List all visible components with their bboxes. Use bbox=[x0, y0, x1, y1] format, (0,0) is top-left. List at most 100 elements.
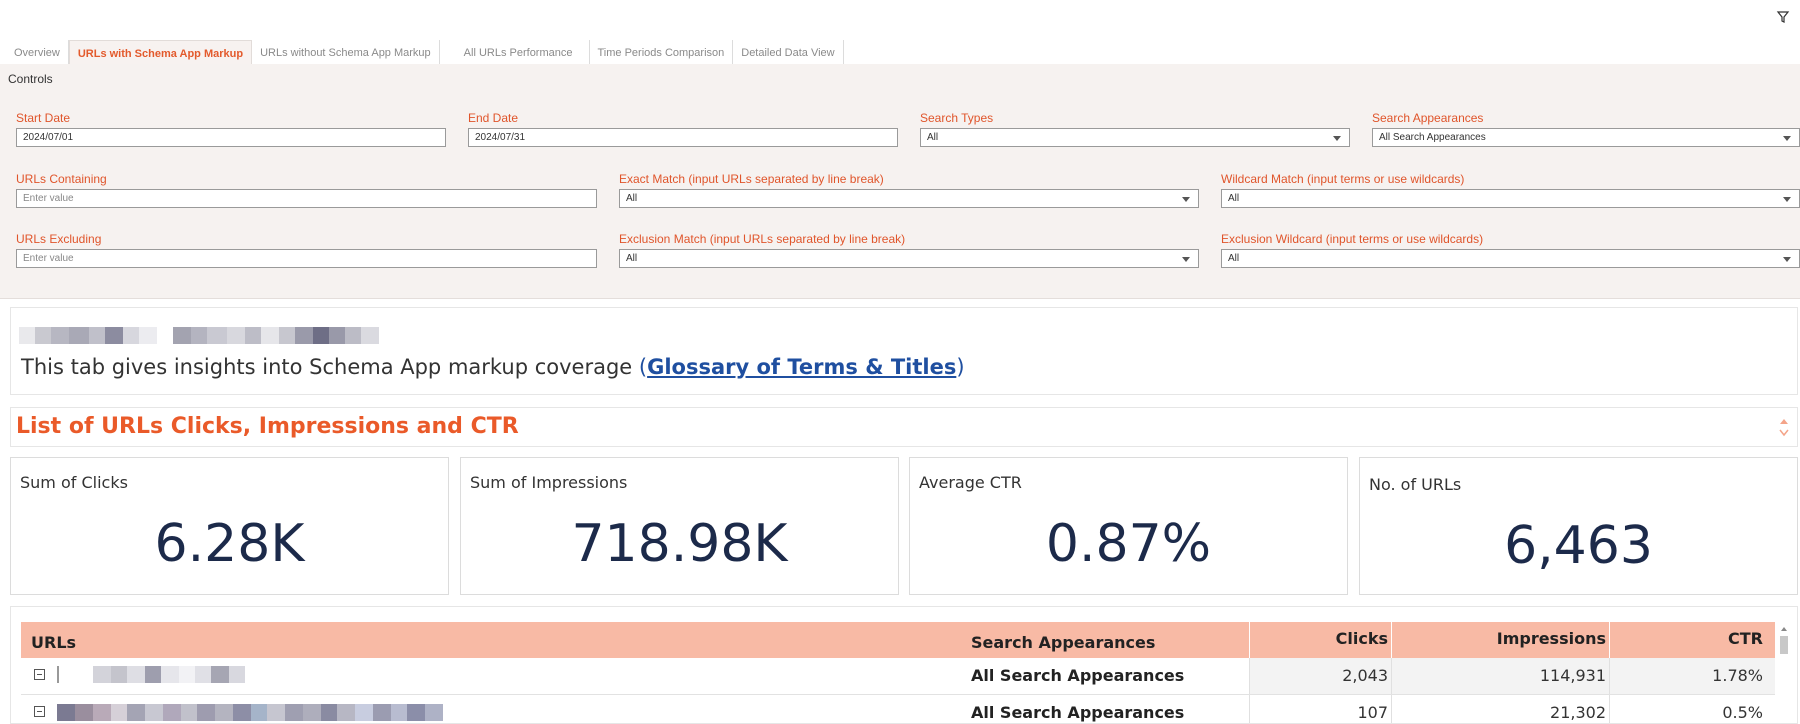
column-header-ctr[interactable]: CTR bbox=[1728, 629, 1763, 648]
exclusion-match-control: Exclusion Match (input URLs separated by… bbox=[619, 232, 1199, 268]
divider bbox=[1391, 695, 1392, 723]
end-date-input[interactable]: 2024/07/31 bbox=[468, 128, 898, 147]
table-row[interactable]: All Search Appearances 2,043 114,931 1.7… bbox=[21, 658, 1775, 695]
info-panel: This tab gives insights into Schema App … bbox=[10, 307, 1798, 395]
exclusion-wildcard-label: Exclusion Wildcard (input terms or use w… bbox=[1221, 232, 1484, 246]
search-types-select[interactable]: All bbox=[920, 128, 1350, 147]
chevron-down-icon bbox=[1783, 197, 1791, 202]
controls-panel: Controls Start Date 2024/07/01 End Date … bbox=[0, 64, 1800, 299]
kpi-label: Sum of Impressions bbox=[470, 473, 628, 492]
kpi-label: Sum of Clicks bbox=[20, 473, 128, 492]
controls-title: Controls bbox=[8, 72, 53, 86]
column-header-search-appearances[interactable]: Search Appearances bbox=[971, 633, 1156, 652]
search-appearances-select[interactable]: All Search Appearances bbox=[1372, 128, 1800, 147]
end-date-label: End Date bbox=[468, 111, 519, 125]
urls-excluding-control: URLs Excluding Enter value bbox=[16, 232, 597, 268]
search-appearances-value: All Search Appearances bbox=[1379, 132, 1486, 143]
open-paren: ( bbox=[638, 355, 648, 379]
exact-match-select[interactable]: All bbox=[619, 189, 1199, 208]
info-text: This tab gives insights into Schema App … bbox=[21, 355, 965, 379]
start-date-label: Start Date bbox=[16, 111, 71, 125]
search-types-control: Search Types All bbox=[920, 111, 1350, 147]
column-header-clicks[interactable]: Clicks bbox=[1335, 629, 1388, 648]
exact-match-value: All bbox=[626, 193, 638, 204]
ctr-cell: 0.5% bbox=[1722, 703, 1763, 722]
tab-time-periods-comparison[interactable]: Time Periods Comparison bbox=[590, 40, 734, 64]
search-appearances-control: Search Appearances All Search Appearance… bbox=[1372, 111, 1800, 147]
wildcard-match-control: Wildcard Match (input terms or use wildc… bbox=[1221, 172, 1800, 208]
exclusion-match-value: All bbox=[626, 253, 638, 264]
chevron-down-icon bbox=[1182, 197, 1190, 202]
kpi-card-impressions: Sum of Impressions 718.98K bbox=[460, 457, 899, 595]
divider bbox=[1391, 658, 1392, 694]
search-types-value: All bbox=[927, 132, 939, 143]
close-paren: ) bbox=[956, 355, 965, 379]
chevron-down-icon bbox=[1333, 136, 1341, 141]
clicks-cell: 107 bbox=[1357, 703, 1388, 722]
chevron-down-icon bbox=[1783, 257, 1791, 262]
exclusion-match-select[interactable]: All bbox=[619, 249, 1199, 268]
collapse-toggle-icon[interactable] bbox=[1779, 416, 1789, 438]
kpi-label: No. of URLs bbox=[1369, 475, 1462, 494]
search-appearances-label: Search Appearances bbox=[1372, 111, 1484, 125]
section-header: List of URLs Clicks, Impressions and CTR bbox=[10, 407, 1798, 447]
kpi-value: 6,463 bbox=[1504, 516, 1653, 576]
end-date-control: End Date 2024/07/31 bbox=[468, 111, 898, 147]
divider bbox=[1249, 695, 1250, 723]
tab-overview[interactable]: Overview bbox=[6, 40, 69, 64]
wildcard-match-select[interactable]: All bbox=[1221, 189, 1800, 208]
chevron-down-icon bbox=[1783, 136, 1791, 141]
search-types-label: Search Types bbox=[920, 111, 994, 125]
urls-containing-control: URLs Containing Enter value bbox=[16, 172, 597, 208]
start-date-input[interactable]: 2024/07/01 bbox=[16, 128, 446, 147]
urls-excluding-label: URLs Excluding bbox=[16, 232, 102, 246]
table-row[interactable]: All Search Appearances 107 21,302 0.5% bbox=[21, 695, 1775, 723]
column-header-urls[interactable]: URLs bbox=[31, 633, 77, 652]
kpi-card-ctr: Average CTR 0.87% bbox=[909, 457, 1348, 595]
exclusion-wildcard-value: All bbox=[1228, 253, 1240, 264]
collapse-icon[interactable] bbox=[34, 669, 45, 680]
redacted-url bbox=[57, 704, 443, 721]
tab-all-urls-performance[interactable]: All URLs Performance bbox=[440, 40, 590, 64]
tab-detailed-data-view[interactable]: Detailed Data View bbox=[733, 40, 844, 64]
kpi-value: 6.28K bbox=[154, 514, 305, 574]
divider bbox=[1249, 622, 1250, 658]
start-date-control: Start Date 2024/07/01 bbox=[16, 111, 446, 147]
redacted-url bbox=[57, 666, 245, 683]
exclusion-match-label: Exclusion Match (input URLs separated by… bbox=[619, 232, 906, 246]
exclusion-wildcard-control: Exclusion Wildcard (input terms or use w… bbox=[1221, 232, 1800, 268]
impressions-cell: 21,302 bbox=[1550, 703, 1606, 722]
kpi-card-clicks: Sum of Clicks 6.28K bbox=[10, 457, 449, 595]
tab-urls-without-schema[interactable]: URLs without Schema App Markup bbox=[252, 40, 440, 64]
glossary-link[interactable]: Glossary of Terms & Titles bbox=[647, 355, 957, 379]
exact-match-label: Exact Match (input URLs separated by lin… bbox=[619, 172, 884, 186]
kpi-card-urls: No. of URLs 6,463 bbox=[1359, 457, 1798, 595]
collapse-icon[interactable] bbox=[34, 706, 45, 717]
tab-bar: Overview URLs with Schema App Markup URL… bbox=[6, 40, 844, 65]
section-title: List of URLs Clicks, Impressions and CTR bbox=[16, 414, 519, 439]
exclusion-wildcard-select[interactable]: All bbox=[1221, 249, 1800, 268]
divider bbox=[1609, 622, 1610, 658]
filter-icon[interactable] bbox=[1776, 10, 1790, 24]
impressions-cell: 114,931 bbox=[1539, 666, 1606, 685]
column-header-impressions[interactable]: Impressions bbox=[1496, 629, 1606, 648]
chevron-down-icon bbox=[1182, 257, 1190, 262]
urls-containing-label: URLs Containing bbox=[16, 172, 107, 186]
table-header: URLs Search Appearances Clicks Impressio… bbox=[21, 622, 1775, 658]
redacted-logo bbox=[19, 327, 379, 344]
number-cells-bg bbox=[1250, 658, 1775, 694]
urls-excluding-input[interactable]: Enter value bbox=[16, 249, 597, 268]
tab-urls-with-schema[interactable]: URLs with Schema App Markup bbox=[68, 40, 253, 65]
urls-containing-input[interactable]: Enter value bbox=[16, 189, 597, 208]
exact-match-control: Exact Match (input URLs separated by lin… bbox=[619, 172, 1199, 208]
ctr-cell: 1.78% bbox=[1712, 666, 1763, 685]
divider bbox=[1249, 658, 1250, 694]
divider bbox=[1609, 658, 1610, 694]
wildcard-match-label: Wildcard Match (input terms or use wildc… bbox=[1221, 172, 1465, 186]
scrollbar[interactable] bbox=[1779, 624, 1789, 664]
search-appearance-cell: All Search Appearances bbox=[971, 666, 1185, 685]
clicks-cell: 2,043 bbox=[1342, 666, 1388, 685]
divider bbox=[1391, 622, 1392, 658]
wildcard-match-value: All bbox=[1228, 193, 1240, 204]
kpi-label: Average CTR bbox=[919, 473, 1022, 492]
